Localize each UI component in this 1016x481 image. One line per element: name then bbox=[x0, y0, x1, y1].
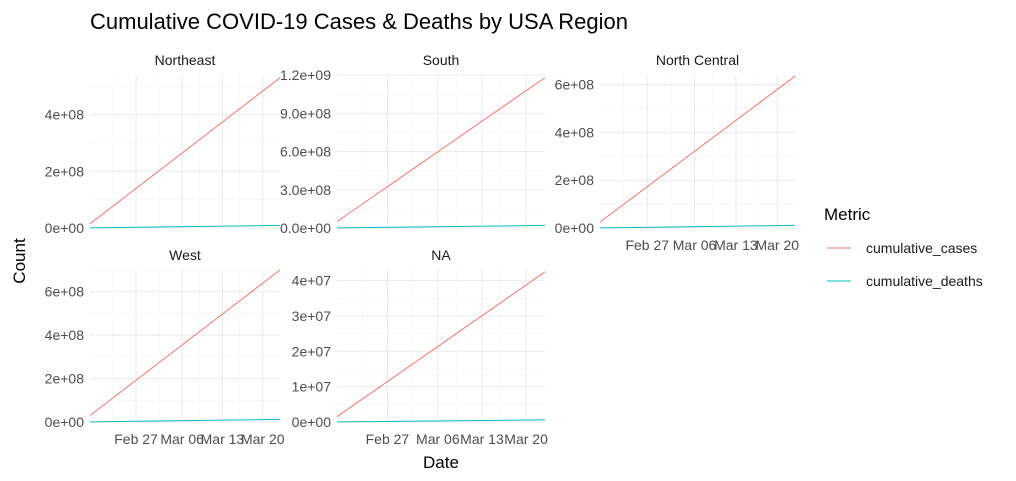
x-tick-label: Mar 20 bbox=[241, 431, 285, 447]
series-line-cumulative-deaths bbox=[89, 418, 281, 423]
x-tick-label: Mar 20 bbox=[504, 431, 548, 447]
x-tick-label: Mar 06 bbox=[673, 237, 717, 253]
facet-south: South 0.0e+00 3.0e+08 6.0e+08 9.0e+08 1.2e+09 bbox=[280, 52, 546, 236]
x-tick-label: Mar 06 bbox=[160, 431, 204, 447]
y-tick-label: 0e+00 bbox=[45, 414, 85, 430]
y-tick-label: 3.0e+08 bbox=[280, 182, 331, 198]
y-tick-label: 2e+07 bbox=[292, 343, 332, 359]
x-axis-title: Date bbox=[423, 453, 459, 472]
series-line-cumulative-deaths bbox=[336, 419, 546, 423]
x-tick-label: Mar 13 bbox=[201, 431, 245, 447]
x-tick-label: Feb 27 bbox=[366, 431, 410, 447]
y-tick-label: 4e+08 bbox=[45, 107, 85, 123]
y-tick-label: 6e+08 bbox=[45, 284, 85, 300]
facet-strip-label: Northeast bbox=[155, 52, 216, 68]
facet-strip-label: West bbox=[169, 247, 201, 263]
y-tick-label: 3e+07 bbox=[292, 308, 332, 324]
legend: Metric cumulative_cases cumulative_deaths bbox=[824, 205, 983, 289]
facet-panels: Northeast 0e+00 2e+08 4e+08 South 0.0e+00 3.0e… bbox=[45, 52, 800, 447]
facet-strip-label: NA bbox=[431, 247, 451, 263]
y-tick-label: 0e+00 bbox=[555, 220, 595, 236]
legend-label: cumulative_cases bbox=[866, 240, 977, 256]
x-tick-label: Mar 13 bbox=[714, 237, 758, 253]
y-tick-label: 1.2e+09 bbox=[280, 67, 331, 83]
facet-northeast: Northeast 0e+00 2e+08 4e+08 bbox=[45, 52, 281, 236]
x-tick-label: Mar 13 bbox=[460, 431, 504, 447]
y-tick-label: 4e+07 bbox=[292, 273, 332, 289]
series-line-cumulative-deaths bbox=[599, 224, 796, 229]
series-line-cumulative-deaths bbox=[89, 224, 281, 229]
legend-label: cumulative_deaths bbox=[866, 273, 983, 289]
x-tick-label: Feb 27 bbox=[114, 431, 158, 447]
facet-strip-label: South bbox=[423, 52, 460, 68]
series-line-cumulative-cases bbox=[336, 271, 546, 418]
y-tick-label: 4e+08 bbox=[45, 327, 85, 343]
series-line-cumulative-cases bbox=[89, 269, 281, 416]
x-tick-label: Mar 20 bbox=[755, 237, 799, 253]
y-tick-label: 6.0e+08 bbox=[280, 144, 331, 160]
y-tick-label: 6e+08 bbox=[555, 77, 595, 93]
y-tick-label: 4e+08 bbox=[555, 124, 595, 140]
series-line-cumulative-cases bbox=[89, 77, 281, 225]
y-tick-label: 0e+00 bbox=[45, 220, 85, 236]
x-tick-label: Mar 06 bbox=[416, 431, 460, 447]
legend-title: Metric bbox=[824, 205, 871, 224]
y-tick-label: 1e+07 bbox=[292, 379, 332, 395]
y-tick-label: 2e+08 bbox=[45, 163, 85, 179]
chart-title: Cumulative COVID-19 Cases & Deaths by US… bbox=[90, 9, 628, 34]
series-line-cumulative-cases bbox=[336, 77, 546, 223]
y-tick-label: 2e+08 bbox=[555, 172, 595, 188]
x-tick-label: Feb 27 bbox=[625, 237, 669, 253]
series-line-cumulative-cases bbox=[599, 75, 796, 223]
y-tick-label: 2e+08 bbox=[45, 371, 85, 387]
y-tick-label: 0e+00 bbox=[292, 414, 332, 430]
facet-strip-label: North Central bbox=[656, 52, 739, 68]
y-tick-label: 0.0e+00 bbox=[280, 220, 331, 236]
series-line-cumulative-deaths bbox=[336, 224, 546, 229]
y-axis-title: Count bbox=[10, 238, 29, 284]
y-tick-label: 9.0e+08 bbox=[280, 105, 331, 121]
